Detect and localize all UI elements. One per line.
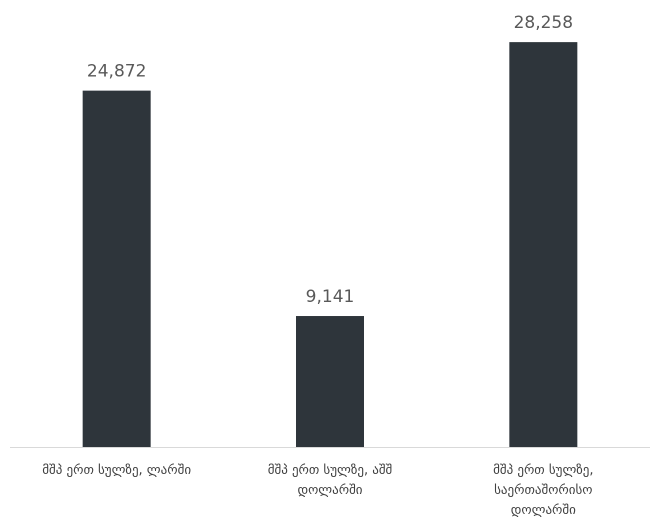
- category-label-line: მშპ ერთ სულზე, ლარში: [42, 463, 191, 478]
- category-label-line: მშპ ერთ სულზე, აშშ: [268, 463, 393, 478]
- value-label-2: 9,141: [306, 287, 355, 307]
- category-label-1: მშპ ერთ სულზე, ლარში: [42, 463, 191, 478]
- category-label-line: დოლარში: [297, 483, 362, 498]
- category-label-line: მშპ ერთ სულზე,: [493, 463, 593, 478]
- value-labels-group: 24,872 9,141 28,258: [87, 13, 573, 307]
- category-label-3: მშპ ერთ სულზე, საერთაშორისო დოლარში: [493, 463, 593, 518]
- bar-1: [82, 90, 151, 448]
- category-labels-group: მშპ ერთ სულზე, ლარში მშპ ერთ სულზე, აშშ დო…: [42, 463, 593, 518]
- bars-group: [82, 42, 578, 448]
- category-label-line: საერთაშორისო: [494, 483, 592, 498]
- bar-3: [509, 42, 578, 448]
- category-label-line: დოლარში: [511, 503, 576, 518]
- bar-2: [296, 316, 364, 447]
- value-label-3: 28,258: [514, 13, 573, 33]
- value-label-1: 24,872: [87, 62, 146, 82]
- category-label-2: მშპ ერთ სულზე, აშშ დოლარში: [268, 463, 393, 498]
